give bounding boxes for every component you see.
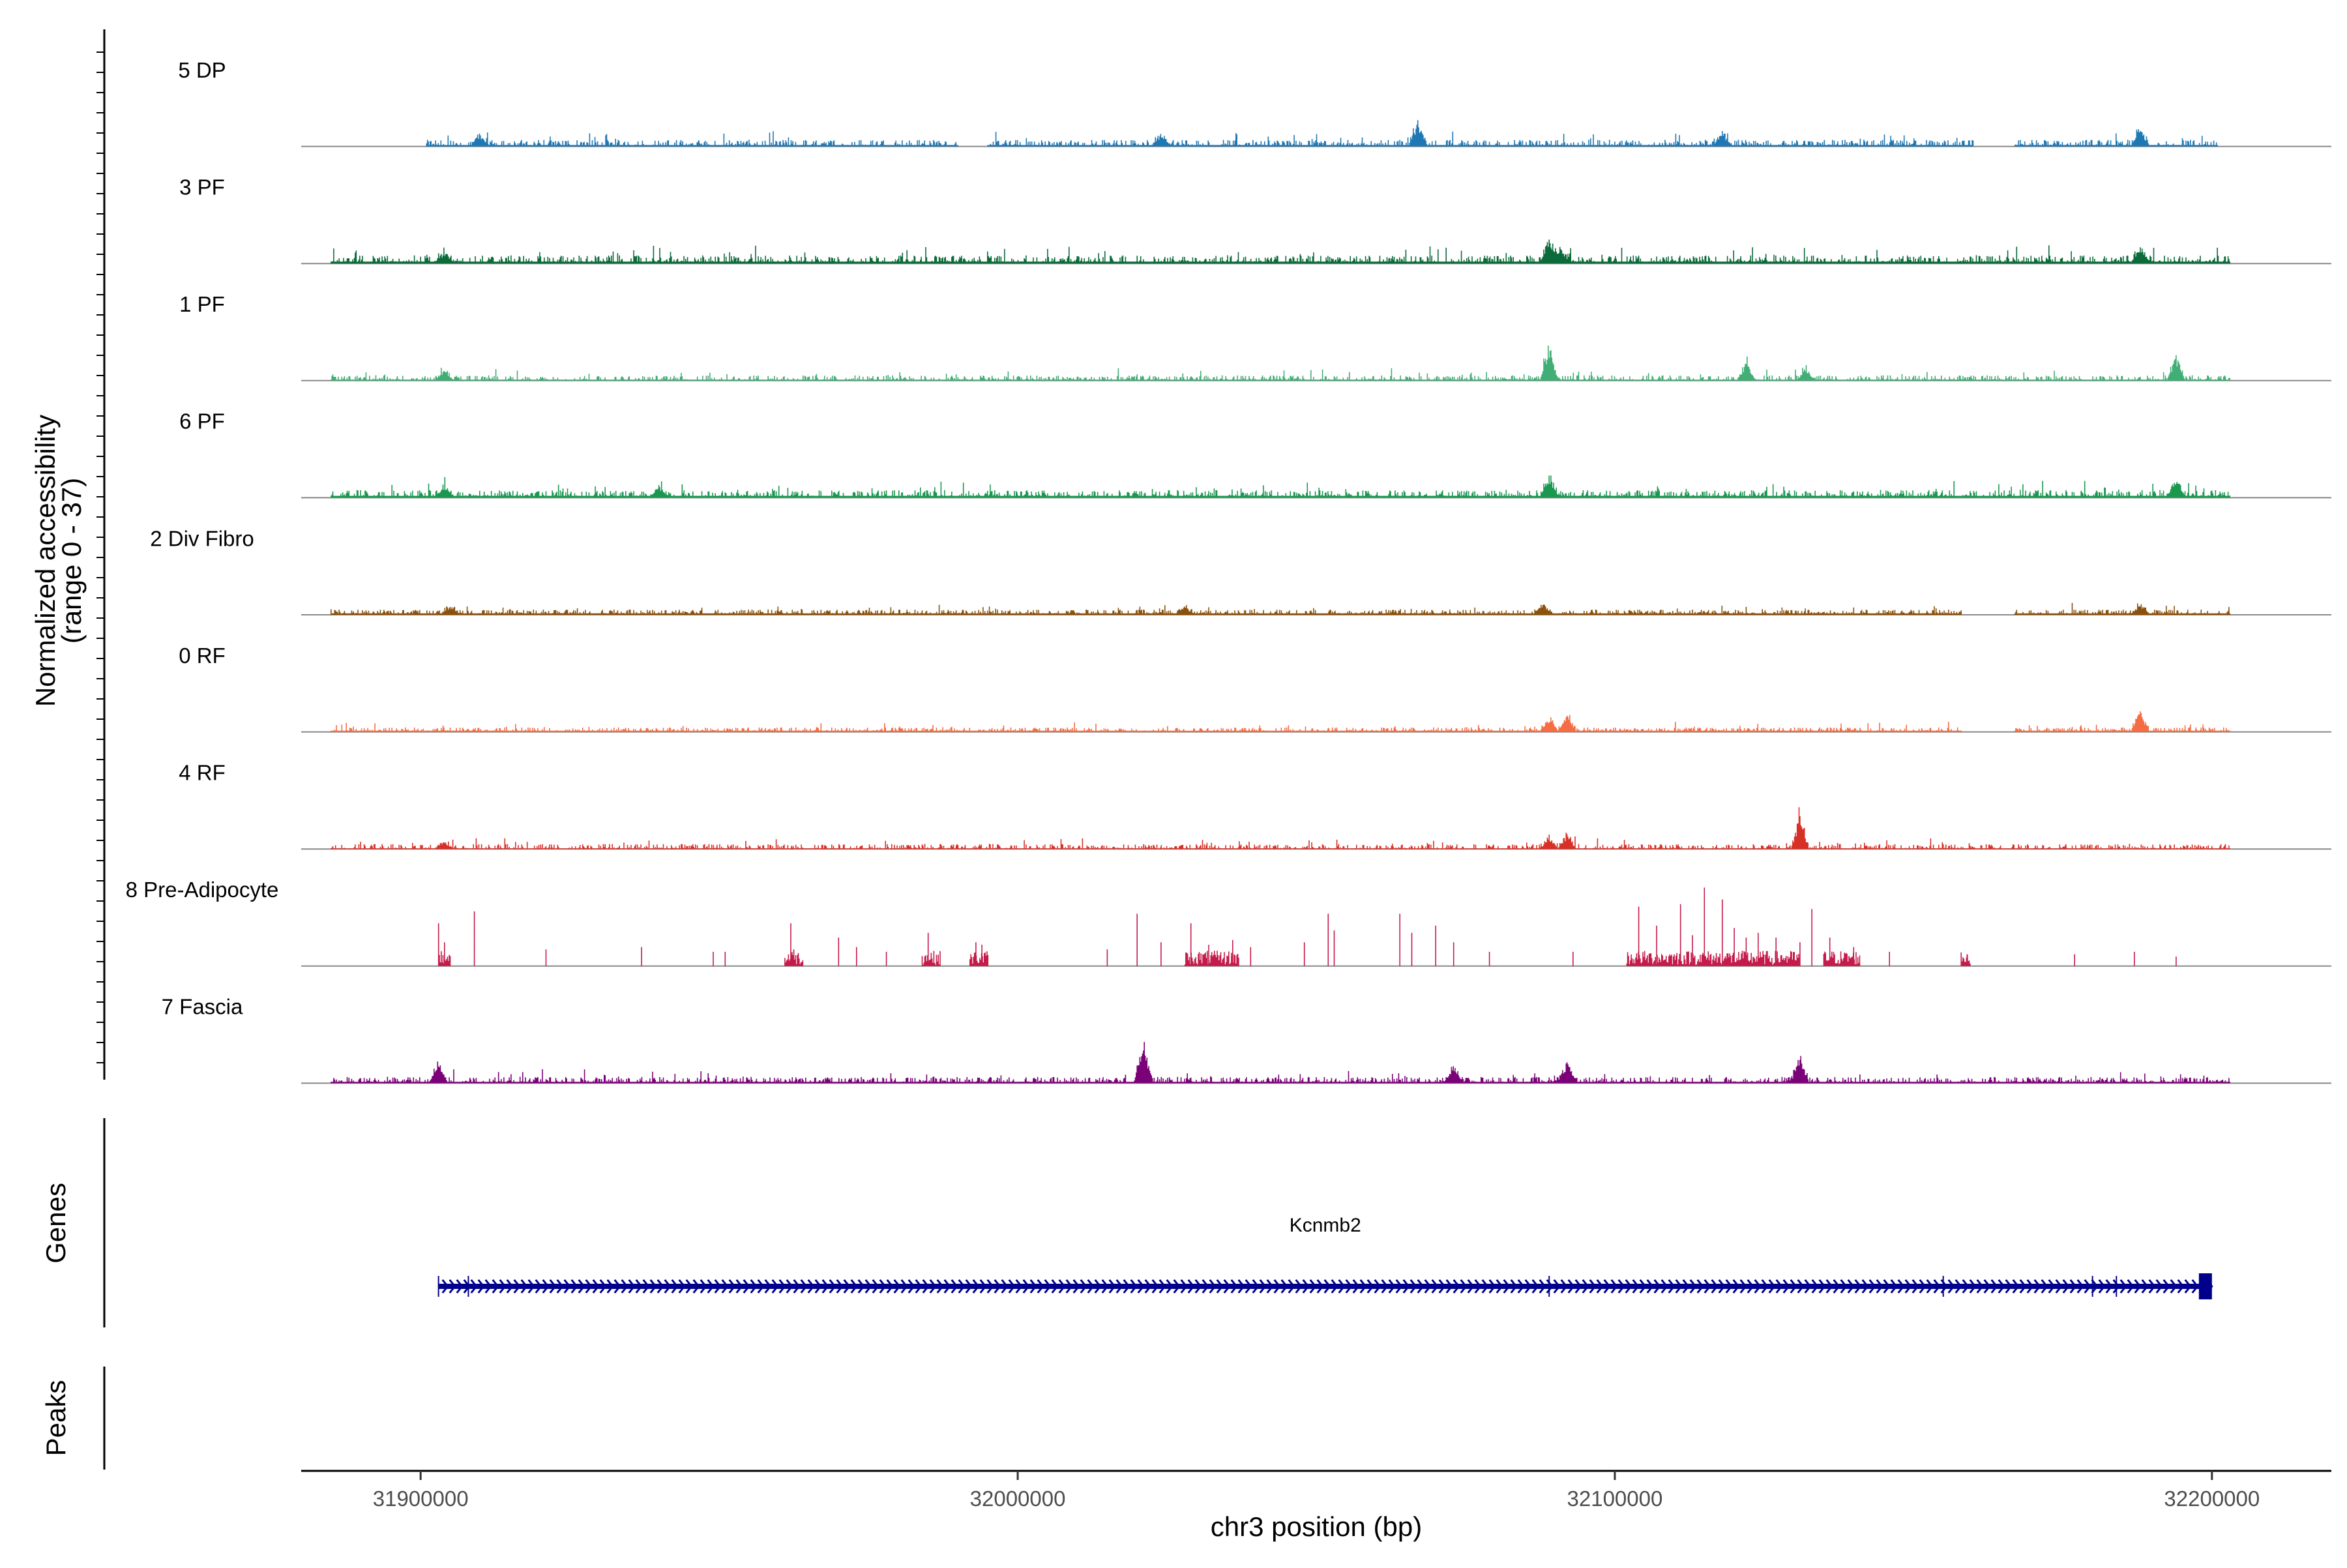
coverage-signal <box>331 239 2231 264</box>
track-1-pf: 1 PF <box>179 292 2331 381</box>
coverage-signal <box>331 346 2231 381</box>
track-label: 4 RF <box>179 760 226 784</box>
track-6-pf: 6 PF <box>179 409 2331 499</box>
strand-arrows <box>441 1279 2213 1294</box>
track-8-pre-adipocyte: 8 Pre-Adipocyte <box>126 878 2331 967</box>
peaks-panel-label: Peaks <box>40 1380 71 1457</box>
x-axis-ticks: 31900000 32000000 32100000 32200000 <box>373 1471 2260 1511</box>
track-label: 5 DP <box>178 58 226 82</box>
gene-name: Kcnmb2 <box>1290 1215 1361 1236</box>
track-4-rf: 4 RF <box>179 760 2331 850</box>
coverage-signal <box>437 887 2177 966</box>
coverage-signal <box>331 602 2231 615</box>
track-label: 3 PF <box>179 175 225 199</box>
track-label: 1 PF <box>179 292 225 316</box>
track-7-fascia: 7 Fascia <box>162 995 2331 1084</box>
track-label: 0 RF <box>179 643 226 668</box>
coverage-signal <box>331 807 2231 850</box>
track-label: 2 Div Fibro <box>150 526 254 550</box>
y-axis-title-line2: (range 0 - 37) <box>56 478 87 643</box>
coverage-tracks: 5 DP 3 PF 1 PF 6 PF 2 Div Fibro 0 RF 4 RF 8 Pre… <box>126 58 2331 1084</box>
track-5-dp: 5 DP <box>178 58 2331 147</box>
y-axis-ticks <box>96 52 104 1063</box>
x-tick-label: 32200000 <box>2164 1487 2260 1511</box>
x-tick-label: 32100000 <box>1567 1487 1663 1511</box>
track-3-pf: 3 PF <box>179 175 2331 265</box>
coverage-signal <box>331 711 2231 732</box>
genes-panel: Kcnmb2 <box>437 1215 2213 1299</box>
coverage-signal <box>331 1042 2231 1084</box>
coverage-signal <box>426 120 2218 147</box>
track-label: 8 Pre-Adipocyte <box>126 878 279 902</box>
x-tick-label: 31900000 <box>373 1487 469 1511</box>
track-0-rf: 0 RF <box>179 643 2331 733</box>
track-2-div-fibro: 2 Div Fibro <box>150 526 2331 615</box>
x-tick-label: 32000000 <box>970 1487 1066 1511</box>
gene-end-exon <box>2198 1273 2212 1299</box>
x-axis-title: chr3 position (bp) <box>1211 1511 1423 1542</box>
coverage-signal <box>331 475 2231 498</box>
track-label: 6 PF <box>179 409 225 434</box>
track-label: 7 Fascia <box>162 995 243 1019</box>
y-axis-title-line1: Normalized accessibility <box>30 415 61 707</box>
genes-panel-label: Genes <box>40 1183 71 1264</box>
